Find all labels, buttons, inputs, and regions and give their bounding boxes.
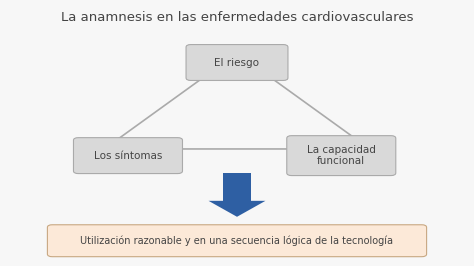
FancyBboxPatch shape [47, 225, 427, 257]
Text: Utilización razonable y en una secuencia lógica de la tecnología: Utilización razonable y en una secuencia… [81, 235, 393, 246]
FancyBboxPatch shape [73, 138, 182, 174]
Text: El riesgo: El riesgo [215, 57, 259, 68]
Text: La anamnesis en las enfermedades cardiovasculares: La anamnesis en las enfermedades cardiov… [61, 11, 413, 24]
Polygon shape [223, 173, 251, 201]
FancyBboxPatch shape [186, 45, 288, 81]
Polygon shape [209, 201, 265, 217]
Text: Los síntomas: Los síntomas [94, 151, 162, 161]
FancyBboxPatch shape [287, 136, 396, 176]
Text: La capacidad
funcional: La capacidad funcional [307, 145, 376, 167]
